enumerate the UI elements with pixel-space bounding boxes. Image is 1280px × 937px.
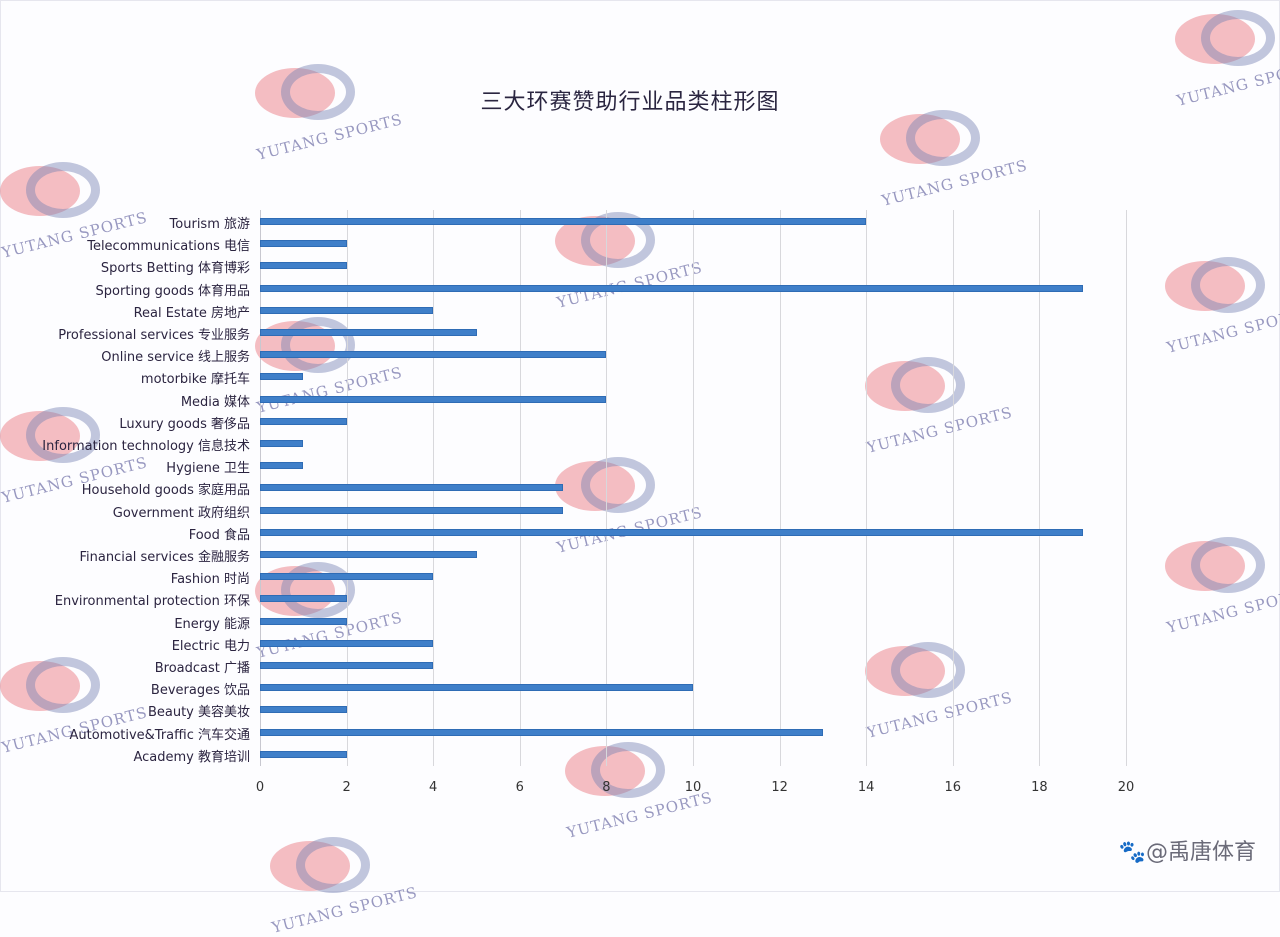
- bar: [260, 417, 347, 425]
- bar: [260, 639, 434, 647]
- bar: [260, 573, 434, 581]
- category-label: Broadcast 广播: [154, 661, 250, 676]
- bar: [260, 528, 1083, 536]
- category-label: Sports Betting 体育博彩: [100, 261, 250, 277]
- category-label: Financial services 金融服务: [79, 550, 250, 565]
- gridline: [1039, 210, 1041, 766]
- x-tick-label: 20: [1117, 780, 1135, 795]
- gridline: [1126, 210, 1127, 766]
- bar: [260, 240, 347, 248]
- bar: [260, 750, 347, 758]
- bar: [260, 373, 304, 381]
- category-label: Information technology 信息技术: [42, 439, 250, 454]
- x-tick-label: 8: [602, 780, 611, 795]
- category-label: Online service 线上服务: [101, 350, 250, 366]
- gridline: [952, 210, 954, 766]
- category-label: Government 政府组织: [112, 505, 250, 521]
- bar: [260, 351, 607, 359]
- bar: [260, 617, 347, 625]
- category-label: Real Estate 房地产: [133, 305, 250, 321]
- x-tick-label: 16: [944, 780, 962, 795]
- bar: [260, 595, 347, 603]
- gridline: [693, 210, 694, 766]
- bar: [260, 440, 304, 447]
- bar: [260, 728, 823, 736]
- bar: [260, 684, 693, 692]
- bar: [260, 662, 434, 669]
- plot-area: [260, 210, 1127, 766]
- category-label: Fashion 时尚: [170, 572, 250, 588]
- category-label: Environmental protection 环保: [54, 594, 250, 610]
- category-label: Beauty 美容美妆: [147, 705, 250, 721]
- category-label: Luxury goods 奢侈品: [119, 416, 250, 432]
- category-label: motorbike 摩托车: [140, 372, 250, 388]
- footer-brand: 🐾@禹唐体育: [1118, 840, 1256, 865]
- category-label: Professional services 专业服务: [58, 328, 250, 343]
- gridline: [606, 210, 608, 766]
- x-tick-label: 14: [857, 780, 875, 795]
- category-label: Academy 教育培训: [133, 749, 250, 765]
- gridline: [866, 210, 868, 766]
- gridline: [779, 210, 781, 766]
- category-label: Energy 能源: [174, 616, 250, 632]
- bar: [260, 706, 347, 714]
- x-tick-label: 4: [429, 780, 438, 795]
- category-label: Hygiene 卫生: [166, 461, 250, 477]
- x-tick-label: 10: [684, 780, 702, 795]
- category-label: Telecommunications 电信: [87, 239, 250, 255]
- bar: [260, 329, 477, 336]
- bar: [260, 284, 1083, 292]
- category-label: Household goods 家庭用品: [81, 483, 250, 499]
- x-tick-label: 12: [771, 780, 788, 795]
- chart-title: 三大环赛赞助行业品类柱形图: [480, 90, 780, 115]
- bar: [260, 484, 564, 492]
- category-label: Tourism 旅游: [169, 217, 250, 232]
- bar: [260, 506, 564, 514]
- x-tick-label: 0: [255, 780, 265, 795]
- category-label: Electric 电力: [171, 638, 250, 654]
- x-tick-label: 6: [515, 780, 524, 795]
- category-label: Sporting goods 体育用品: [95, 283, 250, 299]
- bar: [260, 462, 304, 470]
- bar: [260, 306, 434, 314]
- bar: [260, 395, 607, 403]
- bar: [260, 218, 867, 225]
- bar: [260, 262, 347, 270]
- category-label: Beverages 饮品: [150, 683, 250, 699]
- x-tick-label: 18: [1031, 780, 1048, 795]
- category-label: Food 食品: [188, 527, 250, 543]
- x-tick-label: 2: [342, 780, 351, 795]
- category-label: Automotive&Traffic 汽车交通: [69, 727, 250, 743]
- bar: [260, 551, 477, 558]
- category-label: Media 媒体: [180, 394, 250, 410]
